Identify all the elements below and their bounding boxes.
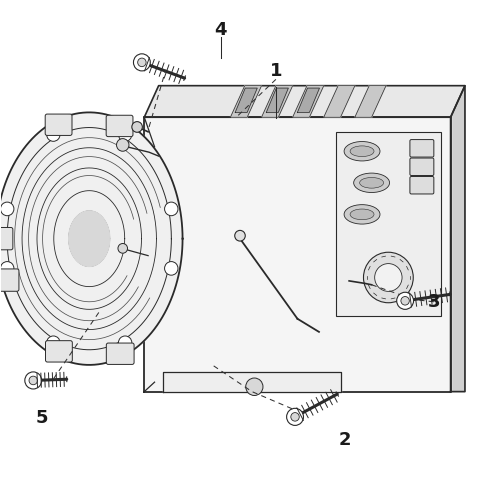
Circle shape — [47, 128, 60, 141]
FancyBboxPatch shape — [410, 176, 434, 194]
Polygon shape — [293, 86, 324, 117]
Circle shape — [165, 262, 178, 275]
Circle shape — [0, 262, 14, 275]
Ellipse shape — [360, 177, 384, 188]
Polygon shape — [235, 88, 257, 112]
Circle shape — [119, 128, 132, 141]
Circle shape — [235, 230, 245, 241]
FancyBboxPatch shape — [46, 341, 72, 362]
Ellipse shape — [350, 146, 374, 157]
Polygon shape — [355, 86, 386, 117]
Text: 4: 4 — [215, 21, 227, 39]
Circle shape — [0, 202, 14, 216]
Circle shape — [132, 122, 143, 132]
Bar — [336, 132, 441, 317]
Circle shape — [396, 292, 414, 309]
Text: 2: 2 — [339, 431, 351, 449]
Polygon shape — [451, 86, 465, 392]
Circle shape — [133, 54, 150, 71]
Text: 1: 1 — [270, 62, 282, 80]
Ellipse shape — [344, 142, 380, 161]
Polygon shape — [230, 86, 262, 117]
Circle shape — [138, 58, 146, 67]
Circle shape — [375, 263, 402, 291]
Circle shape — [291, 412, 299, 421]
Circle shape — [117, 139, 129, 151]
Circle shape — [25, 372, 42, 389]
Circle shape — [287, 408, 303, 426]
FancyBboxPatch shape — [0, 227, 13, 250]
Polygon shape — [0, 112, 182, 365]
Circle shape — [47, 336, 60, 350]
Circle shape — [363, 252, 413, 303]
Circle shape — [119, 336, 132, 350]
FancyBboxPatch shape — [410, 158, 434, 175]
Circle shape — [401, 297, 409, 305]
Polygon shape — [266, 88, 288, 112]
Polygon shape — [262, 86, 293, 117]
Text: 3: 3 — [428, 293, 440, 311]
Polygon shape — [144, 86, 465, 117]
Ellipse shape — [354, 173, 390, 192]
Circle shape — [118, 244, 128, 253]
Text: 5: 5 — [35, 409, 48, 427]
FancyBboxPatch shape — [107, 343, 134, 364]
FancyBboxPatch shape — [410, 140, 434, 157]
Polygon shape — [144, 117, 451, 392]
Circle shape — [29, 376, 37, 385]
Polygon shape — [324, 86, 355, 117]
FancyBboxPatch shape — [0, 269, 19, 291]
Polygon shape — [298, 88, 320, 112]
Polygon shape — [163, 372, 340, 392]
FancyBboxPatch shape — [106, 115, 133, 137]
Ellipse shape — [344, 205, 380, 224]
Polygon shape — [69, 211, 110, 266]
FancyBboxPatch shape — [45, 114, 72, 135]
Circle shape — [246, 378, 263, 395]
Circle shape — [165, 202, 178, 216]
Ellipse shape — [350, 209, 374, 220]
